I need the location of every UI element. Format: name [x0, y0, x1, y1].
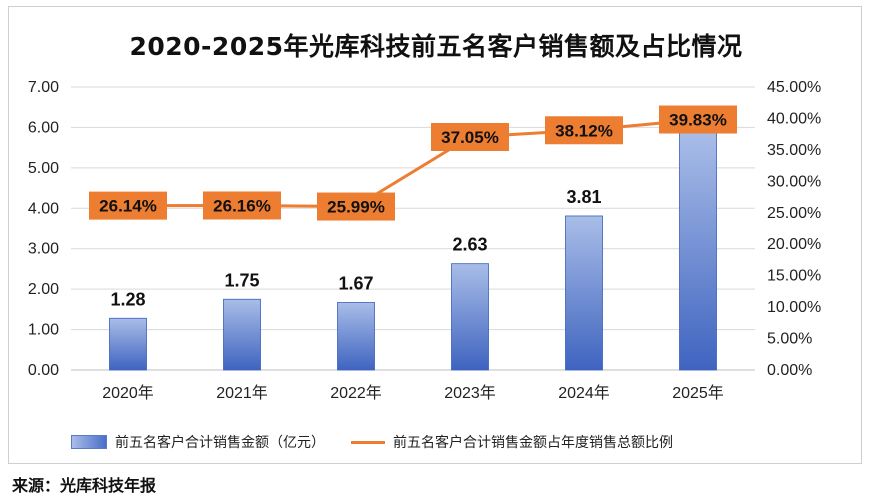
y-right-tick-label: 35.00%	[767, 142, 821, 159]
legend-bar-swatch	[71, 435, 107, 449]
y-right-tick-label: 40.00%	[767, 110, 821, 127]
legend-line-swatch	[351, 440, 385, 444]
x-tick-label: 2021年	[216, 384, 268, 402]
y-right-tick-label: 30.00%	[767, 173, 821, 190]
bar	[223, 298, 261, 371]
y-right-tick-label: 10.00%	[767, 299, 821, 316]
bar	[451, 263, 489, 371]
y-right-tick-label: 0.00%	[767, 362, 812, 379]
x-tick-label: 2022年	[330, 384, 382, 402]
y-left-tick-label: 3.00	[28, 241, 59, 258]
line-value-label: 26.16%	[213, 196, 271, 215]
x-tick-label: 2020年	[102, 384, 154, 402]
y-right-tick-label: 5.00%	[767, 331, 812, 348]
y-right-tick-label: 15.00%	[767, 268, 821, 285]
legend-bar-label: 前五名客户合计销售金额（亿元）	[115, 435, 325, 451]
line-value-label: 39.83%	[669, 111, 727, 130]
y-right-tick-label: 45.00%	[767, 79, 821, 96]
bar-value-label: 1.75	[224, 270, 259, 290]
bar-value-label: 3.81	[566, 187, 601, 207]
line-value-label: 38.12%	[555, 121, 613, 140]
y-left-tick-label: 0.00	[28, 362, 59, 379]
bar	[679, 132, 717, 371]
line-label-box	[545, 116, 623, 145]
line-label-box	[89, 191, 167, 220]
y-left-tick-label: 1.00	[28, 322, 59, 339]
line-label-box	[659, 105, 737, 134]
line-label-box	[203, 191, 281, 220]
y-right-tick-label: 25.00%	[767, 205, 821, 222]
source-note: 来源：光库科技年报	[12, 476, 157, 495]
y-left-tick-label: 5.00	[28, 160, 59, 177]
bar	[565, 215, 603, 371]
legend-item-line: 前五名客户合计销售金额占年度销售总额比例	[351, 432, 673, 452]
bar-value-label: 1.28	[110, 289, 145, 309]
line-value-label: 25.99%	[327, 198, 385, 217]
line-label-box	[317, 192, 395, 221]
y-left-tick-label: 6.00	[28, 119, 59, 136]
line-value-label: 37.05%	[441, 128, 499, 147]
legend-item-bar: 前五名客户合计销售金额（亿元）	[71, 432, 325, 452]
bar	[109, 317, 147, 371]
y-left-tick-label: 2.00	[28, 281, 59, 298]
y-left-tick-label: 7.00	[28, 79, 59, 96]
bar	[337, 302, 375, 371]
chart-frame: 2020-2025年光库科技前五名客户销售额及占比情况 0.00 1.00 2.00…	[8, 6, 862, 464]
legend-line-label: 前五名客户合计销售金额占年度销售总额比例	[393, 435, 673, 451]
line-value-label: 26.14%	[99, 197, 157, 216]
x-tick-label: 2024年	[558, 384, 610, 402]
bar-value-label: 2.63	[452, 235, 487, 255]
bar-value-label: 1.67	[338, 273, 373, 293]
y-left-tick-label: 4.00	[28, 200, 59, 217]
x-tick-label: 2025年	[672, 384, 724, 402]
line-label-box	[431, 122, 509, 151]
legend: 前五名客户合计销售金额（亿元） 前五名客户合计销售金额占年度销售总额比例	[71, 431, 699, 453]
combo-chart: 0.00 1.00 2.00 3.00 4.00 5.00 6.00 7.00 0.00% 5.0…	[28, 79, 821, 402]
y-right-tick-label: 20.00%	[767, 236, 821, 253]
x-tick-label: 2023年	[444, 384, 496, 402]
chart-title: 2020-2025年光库科技前五名客户销售额及占比情况	[129, 32, 743, 61]
